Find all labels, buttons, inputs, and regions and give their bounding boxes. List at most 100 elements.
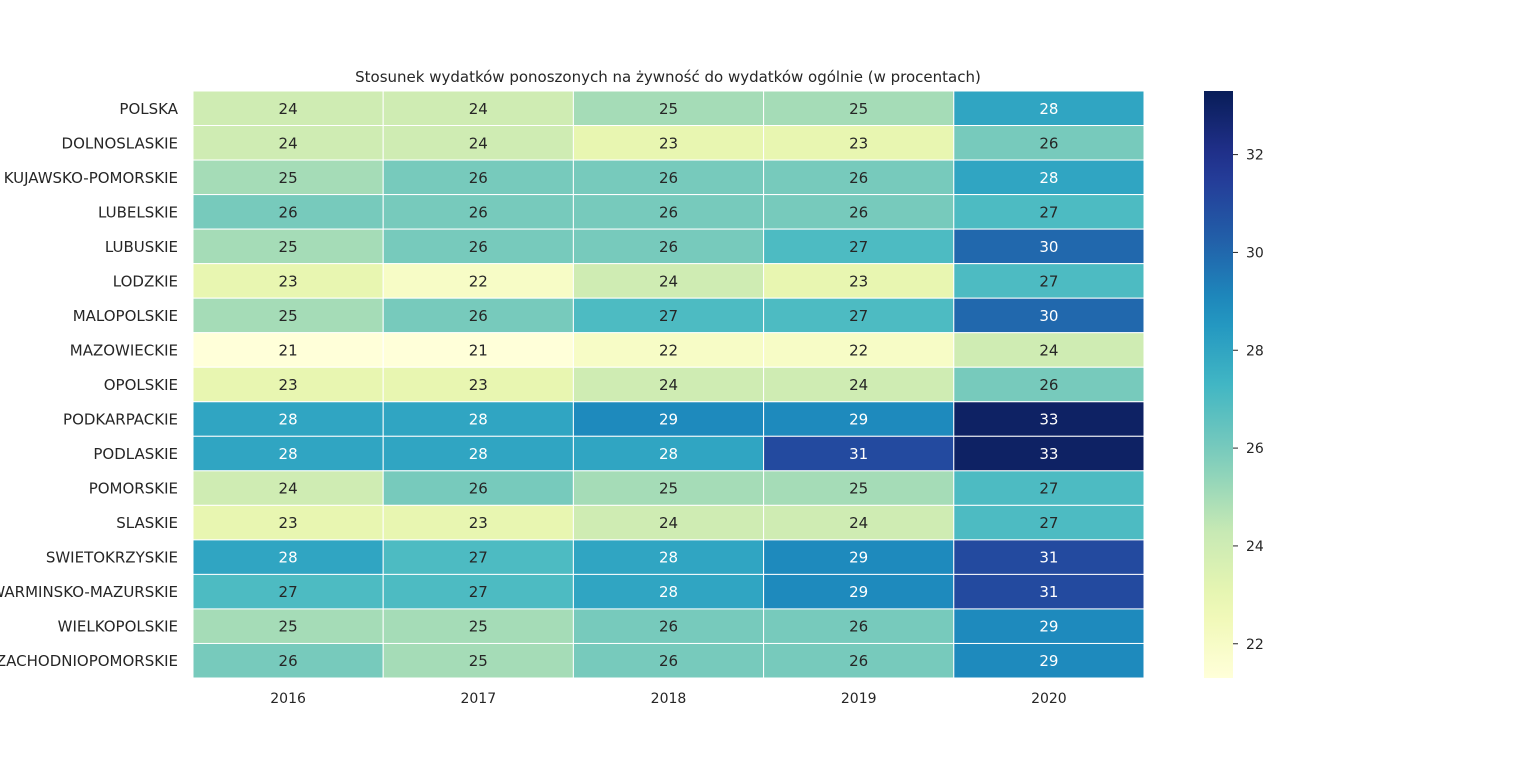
row-label: POMORSKIE xyxy=(89,480,178,498)
column-tick-label: 2019 xyxy=(841,691,877,707)
row-label: WARMINSKO-MAZURSKIE xyxy=(0,583,178,601)
cell-value-label: 23 xyxy=(279,514,298,532)
heatmap-cell xyxy=(572,435,765,472)
cell-value-label: 23 xyxy=(469,376,488,394)
colorbar-tick-label: 28 xyxy=(1246,343,1264,359)
cell-value-label: 23 xyxy=(279,272,298,290)
cell-value-label: 25 xyxy=(659,480,678,498)
heatmap-cell xyxy=(192,642,384,679)
row-labels: POLSKA DOLNOSLASKIE KUJAWSKO-POMORSKIE LUBE… xyxy=(0,100,179,670)
heatmap-cell xyxy=(192,470,384,506)
heatmap-cell xyxy=(953,642,1145,679)
column-tick-label: 2020 xyxy=(1031,691,1067,707)
cell-value-label: 22 xyxy=(849,341,868,359)
cell-value-label: 24 xyxy=(279,134,298,152)
cell-value-label: 31 xyxy=(849,445,868,463)
cell-value-label: 25 xyxy=(279,169,298,187)
heatmap-cell xyxy=(953,228,1145,265)
heatmap-cell xyxy=(953,401,1145,437)
row-label: LUBELSKIE xyxy=(98,203,178,221)
row-label: MAZOWIECKIE xyxy=(70,341,178,359)
colorbar-tick-label: 22 xyxy=(1246,637,1264,653)
heatmap-cells: 24 24 25 25 28 24 24 23 23 26 25 26 26 26 28 26 26 26 26 27… xyxy=(192,90,1145,679)
cell-value-label: 29 xyxy=(849,583,868,601)
row-label: SWIETOKRZYSKIE xyxy=(46,549,178,567)
cell-value-label: 28 xyxy=(659,549,678,567)
row-label: OPOLSKIE xyxy=(104,376,178,394)
cell-value-label: 26 xyxy=(1039,376,1058,394)
row-label: KUJAWSKO-POMORSKIE xyxy=(4,169,178,187)
colorbar-tick-label: 32 xyxy=(1246,148,1264,164)
heatmap-cell xyxy=(572,90,765,127)
cell-value-label: 27 xyxy=(279,583,298,601)
cell-value-label: 23 xyxy=(469,514,488,532)
cell-value-label: 27 xyxy=(659,307,678,325)
column-tick-label: 2018 xyxy=(651,691,687,707)
heatmap-cell xyxy=(953,504,1145,541)
cell-value-label: 29 xyxy=(1039,652,1058,670)
cell-value-label: 23 xyxy=(279,376,298,394)
cell-value-label: 25 xyxy=(849,100,868,118)
heatmap-cell xyxy=(192,332,384,368)
cell-value-label: 26 xyxy=(659,238,678,256)
cell-value-label: 25 xyxy=(659,100,678,118)
heatmap-cell xyxy=(192,539,384,575)
heatmap-cell xyxy=(192,228,384,265)
heatmap-cell xyxy=(572,401,765,437)
row-label: PODKARPACKIE xyxy=(63,411,178,429)
heatmap-cell xyxy=(382,573,574,610)
heatmap-cell xyxy=(953,366,1145,403)
cell-value-label: 31 xyxy=(1039,549,1058,567)
cell-value-label: 28 xyxy=(469,445,488,463)
colorbar-tick-label: 26 xyxy=(1246,441,1264,457)
heatmap-cell xyxy=(763,332,955,368)
heatmap-cell xyxy=(382,401,574,437)
heatmap-cell xyxy=(382,263,574,299)
cell-value-label: 22 xyxy=(659,341,678,359)
heatmap-cell xyxy=(192,608,384,644)
cell-value-label: 28 xyxy=(659,583,678,601)
heatmap-cell xyxy=(953,435,1145,472)
heatmap-cell xyxy=(763,194,955,230)
cell-value-label: 26 xyxy=(849,169,868,187)
heatmap-cell xyxy=(572,642,765,679)
cell-value-label: 23 xyxy=(659,134,678,152)
cell-value-label: 26 xyxy=(469,307,488,325)
cell-value-label: 24 xyxy=(469,100,488,118)
cell-value-label: 28 xyxy=(1039,100,1058,118)
cell-value-label: 26 xyxy=(1039,134,1058,152)
row-label: MALOPOLSKIE xyxy=(73,307,178,325)
cell-value-label: 27 xyxy=(1039,514,1058,532)
cell-value-label: 25 xyxy=(279,618,298,636)
cell-value-label: 30 xyxy=(1039,307,1058,325)
cell-value-label: 27 xyxy=(469,549,488,567)
column-tick-label: 2016 xyxy=(270,691,306,707)
heatmap-cell xyxy=(953,332,1145,368)
cell-value-label: 29 xyxy=(1039,618,1058,636)
heatmap-cell xyxy=(382,159,574,196)
cell-value-label: 27 xyxy=(1039,203,1058,221)
cell-value-label: 27 xyxy=(1039,272,1058,290)
cell-value-label: 25 xyxy=(469,618,488,636)
heatmap-cell xyxy=(382,539,574,575)
cell-value-label: 24 xyxy=(659,272,678,290)
cell-value-label: 29 xyxy=(849,411,868,429)
cell-value-label: 29 xyxy=(849,549,868,567)
heatmap-cell xyxy=(763,504,955,541)
cell-value-label: 28 xyxy=(469,411,488,429)
heatmap-cell xyxy=(192,435,384,472)
row-label: DOLNOSLASKIE xyxy=(62,134,178,152)
heatmap-cell xyxy=(572,573,765,610)
heatmap-cell xyxy=(382,194,574,230)
cell-value-label: 23 xyxy=(849,272,868,290)
cell-value-label: 33 xyxy=(1039,411,1058,429)
cell-value-label: 26 xyxy=(469,169,488,187)
heatmap-cell xyxy=(763,470,955,506)
colorbar-gradient xyxy=(1204,91,1233,678)
heatmap-cell xyxy=(382,228,574,265)
heatmap-cell xyxy=(763,263,955,299)
row-label: SLASKIE xyxy=(116,514,178,532)
column-labels: 2016 2017 2018 2019 2020 xyxy=(270,691,1066,707)
cell-value-label: 24 xyxy=(469,134,488,152)
cell-value-label: 21 xyxy=(279,341,298,359)
